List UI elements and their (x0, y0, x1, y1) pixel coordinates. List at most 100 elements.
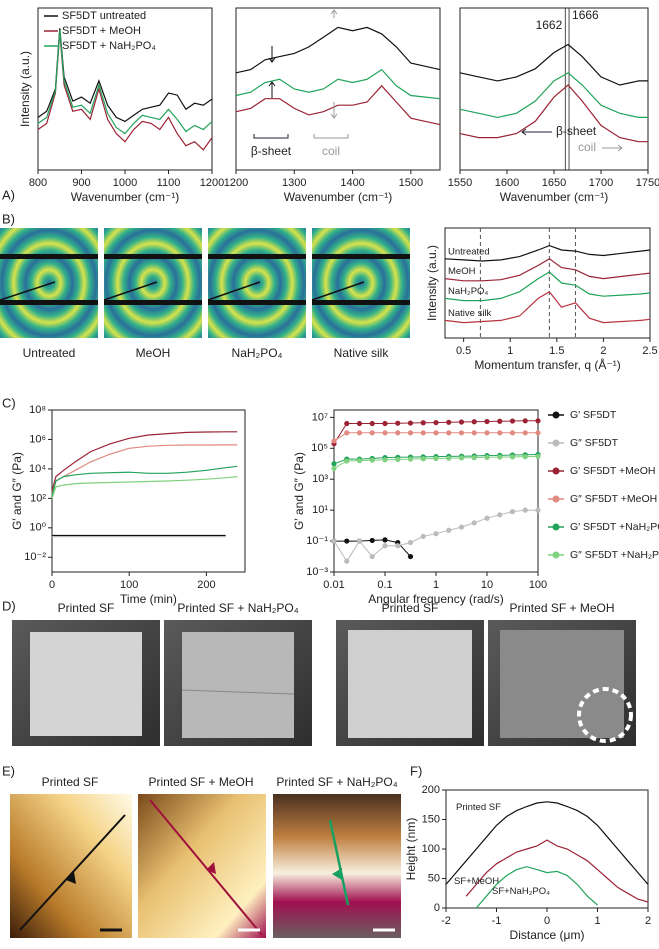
x-tick-label: 1 (433, 579, 439, 591)
series-line (235, 84, 441, 126)
legend-label: G″ SF5DT (570, 437, 619, 449)
series-line (444, 271, 651, 302)
x-tick-label: 1550 (448, 177, 472, 189)
series-label: SF+NaH₂PO₄ (492, 886, 550, 897)
legend-label: G″ SF5DT +NaH₂PO₄ (570, 549, 659, 561)
x-tick-label: 1500 (399, 177, 423, 189)
y-tick-label: 10⁶ (29, 433, 46, 445)
arrow (330, 9, 338, 18)
series-line (465, 839, 649, 903)
y-tick-label: 10⁰ (29, 522, 46, 534)
data-point (446, 419, 452, 425)
y-tick-label: 10⁷ (312, 411, 328, 423)
photo (164, 620, 312, 746)
arrow (268, 81, 276, 98)
data-point (509, 509, 516, 515)
afm-title: Printed SF + MeOH (148, 775, 253, 789)
x-tick-label: 1200 (224, 177, 248, 189)
data-point (420, 420, 426, 426)
y-tick-label: 0 (434, 902, 440, 914)
image-label: Native silk (334, 346, 390, 360)
data-point (344, 420, 350, 427)
afm-image (273, 794, 401, 938)
panel-label: D) (2, 598, 16, 613)
x-tick-label: 1400 (340, 177, 364, 189)
panel-label: F) (410, 763, 422, 778)
saxs-image (0, 228, 98, 338)
series-label: Native silk (448, 308, 492, 319)
data-point (407, 553, 414, 560)
saxs-image (103, 228, 202, 338)
x-axis-title: Wavenumber (cm⁻¹) (500, 190, 609, 204)
x-tick-label: 0.5 (456, 345, 471, 357)
legend-label: G″ SF5DT +MeOH (570, 493, 657, 505)
x-tick-label: 2 (600, 345, 606, 357)
x-tick-label: -2 (441, 915, 451, 927)
x-tick-label: 900 (72, 177, 90, 189)
data-point (369, 457, 375, 463)
y-tick-label: 10⁻³ (306, 566, 328, 578)
data-point (433, 419, 439, 426)
legend-marker (552, 495, 560, 503)
x-axis-title: Time (min) (120, 592, 177, 606)
data-point (497, 418, 503, 424)
series-label: SF+MeOH (454, 876, 499, 887)
photo-title: Printed SF (58, 601, 115, 615)
photo (488, 620, 636, 746)
data-point (395, 543, 401, 549)
arrow (521, 128, 552, 136)
data-point (356, 458, 363, 464)
data-point (407, 430, 414, 436)
x-tick-label: 0.01 (323, 579, 344, 591)
data-point (522, 507, 528, 513)
x-tick-label: 1.5 (549, 345, 564, 357)
panel-label: C) (2, 395, 16, 410)
saxs-image (311, 228, 410, 338)
series-label: Untreated (448, 246, 490, 257)
series-line (459, 43, 648, 86)
legend-label: G′ SF5DT +MeOH (570, 465, 656, 477)
y-tick-label: 10⁸ (29, 404, 46, 416)
data-point (471, 430, 477, 436)
x-tick-label: 1 (594, 915, 600, 927)
image-label: MeOH (136, 346, 171, 360)
data-point (331, 438, 337, 444)
data-point (458, 430, 465, 436)
data-point (535, 430, 541, 436)
photo-title: Printed SF + MeOH (509, 601, 614, 615)
y-axis-title: G′ and G″ (Pa) (292, 452, 306, 530)
data-point (356, 430, 363, 436)
data-point (344, 538, 350, 544)
x-tick-label: 1000 (113, 177, 137, 189)
data-point (535, 507, 541, 513)
x-tick-label: -1 (492, 915, 502, 927)
data-point (344, 458, 350, 464)
legend-marker (552, 467, 560, 475)
series-line (51, 465, 238, 496)
bracket (313, 134, 349, 139)
data-point (458, 524, 465, 530)
series-label: NaH₂PO₄ (448, 286, 488, 297)
series-line (51, 476, 238, 499)
data-point (509, 430, 516, 436)
x-tick-label: 1650 (542, 177, 566, 189)
data-point (509, 454, 516, 460)
data-point (344, 430, 350, 436)
y-axis-title: Intensity (a.u.) (425, 245, 439, 321)
data-point (509, 418, 516, 424)
photos: Printed SF Printed SF + NaH₂PO₄ Printed … (12, 601, 636, 746)
y-axis-title: G′ and G″ (Pa) (10, 452, 24, 530)
data-point (369, 420, 375, 427)
annotation: β-sheet (556, 124, 597, 138)
series-line (475, 866, 598, 909)
x-axis-title: Wavenumber (cm⁻¹) (284, 190, 393, 204)
annotation: coil (578, 140, 596, 154)
y-tick-label: 10⁻¹ (306, 535, 328, 547)
x-axis-title: Wavenumber (cm⁻¹) (71, 190, 180, 204)
data-point (497, 454, 503, 460)
data-point (471, 455, 477, 461)
data-point (356, 420, 363, 427)
series-line (459, 72, 648, 119)
data-point (433, 455, 439, 462)
data-point (331, 465, 337, 472)
